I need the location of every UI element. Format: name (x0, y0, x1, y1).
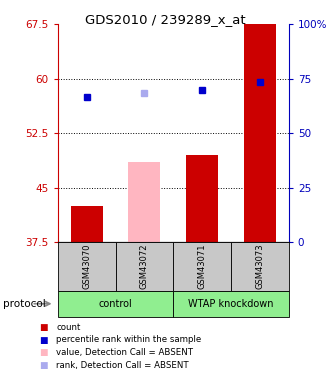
Text: ■: ■ (39, 348, 47, 357)
Bar (244, 24, 276, 242)
Text: GDS2010 / 239289_x_at: GDS2010 / 239289_x_at (85, 13, 245, 26)
Bar (71, 206, 103, 242)
Bar (173, 242, 231, 291)
Bar (128, 162, 160, 242)
Bar (173, 291, 289, 317)
Text: GSM43071: GSM43071 (198, 243, 207, 289)
Text: ■: ■ (39, 336, 47, 345)
Text: WTAP knockdown: WTAP knockdown (188, 299, 274, 309)
Text: GSM43073: GSM43073 (255, 243, 264, 289)
Text: count: count (56, 322, 81, 332)
Bar (186, 155, 218, 242)
Text: GSM43070: GSM43070 (82, 243, 91, 289)
Text: rank, Detection Call = ABSENT: rank, Detection Call = ABSENT (56, 362, 189, 370)
Text: GSM43072: GSM43072 (140, 243, 149, 289)
Text: ■: ■ (39, 362, 47, 370)
Text: value, Detection Call = ABSENT: value, Detection Call = ABSENT (56, 348, 193, 357)
Bar (231, 242, 289, 291)
Text: ■: ■ (39, 322, 47, 332)
Bar (58, 291, 173, 317)
Bar (115, 242, 173, 291)
Text: percentile rank within the sample: percentile rank within the sample (56, 336, 201, 345)
Text: control: control (99, 299, 132, 309)
Text: protocol: protocol (3, 299, 46, 309)
Bar (58, 242, 115, 291)
